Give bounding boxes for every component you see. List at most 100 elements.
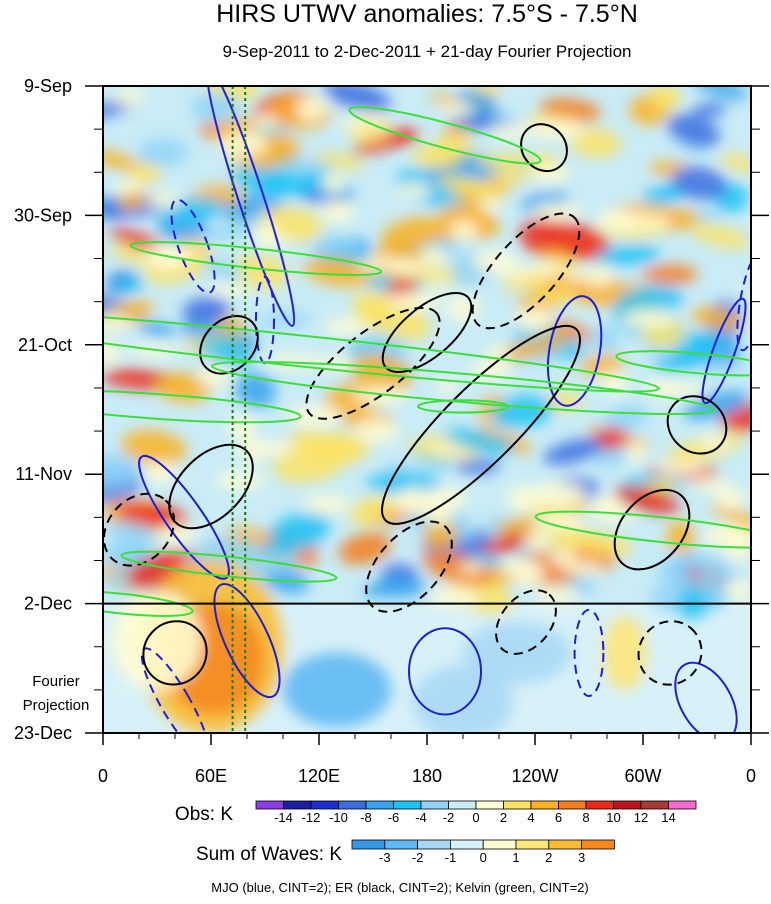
y-tick-label: 11-Nov (15, 464, 72, 484)
colorbar-swatch (393, 800, 422, 810)
shading-patch (569, 128, 622, 158)
shading-patch (563, 561, 605, 575)
shading-patch (436, 175, 507, 200)
shading-patch (421, 278, 456, 290)
shading-patch (490, 395, 554, 429)
wave-contour (210, 360, 716, 416)
x-tick-label: 120E (298, 766, 340, 786)
shading-patch (255, 313, 313, 327)
shading-patch (654, 351, 706, 373)
shading-patch (355, 419, 399, 443)
colorbar-swatch (448, 800, 477, 810)
wave-contour (103, 389, 302, 424)
shading-patch (696, 558, 735, 592)
shading-patch (150, 245, 187, 270)
shading-patch (714, 487, 747, 509)
wave-contour (736, 252, 751, 352)
wave-contour (666, 395, 728, 455)
shading-patch (113, 180, 144, 193)
shading-patch (692, 103, 727, 118)
y-tick-label: 30-Sep (14, 205, 72, 225)
shading-patch (156, 524, 196, 545)
shading-patch (380, 216, 445, 251)
colorbar-swatch (475, 800, 504, 810)
wave-contour (365, 520, 453, 613)
shading-patch (507, 485, 538, 512)
shading-patch (586, 266, 613, 287)
shading-patch (103, 99, 137, 121)
colorbar-swatch (585, 800, 614, 810)
shading-patch (237, 438, 267, 462)
colorbar-swatch (581, 839, 615, 850)
wave-contour (305, 306, 441, 420)
shading-patch (196, 333, 249, 350)
shading-patch (549, 550, 577, 566)
shading-patch (543, 438, 605, 465)
shading-patch (497, 334, 571, 361)
chart-subtitle: 9-Sep-2011 to 2-Dec-2011 + 21-day Fourie… (222, 42, 631, 61)
shading-patch (252, 234, 292, 246)
shading-patch (699, 359, 747, 373)
x-tick-label: 0 (98, 766, 108, 786)
colorbar-swatch (417, 839, 451, 850)
colorbar-tick-label: -1 (445, 850, 457, 865)
shading-patch (671, 166, 728, 201)
shading-patch (397, 183, 432, 197)
shading-patch (103, 453, 141, 490)
shading-patch (691, 478, 731, 490)
shading-patch (590, 326, 619, 353)
waves-colorbar-label: Sum of Waves: K (196, 844, 342, 865)
projection-label-line1: Fourier (32, 673, 80, 690)
colorbar-tick-label: 14 (661, 810, 675, 825)
shading-patch (644, 379, 682, 398)
wave-contour (701, 297, 747, 405)
shading-patch (304, 494, 351, 514)
wave-contour (170, 198, 216, 294)
shading-patch (531, 165, 570, 183)
shading-patch (103, 149, 145, 172)
wave-contour (138, 454, 230, 580)
shading-patch (522, 531, 554, 553)
waves-colorbar: -3 -2 -1 0 1 2 3 (351, 839, 615, 865)
colorbar-swatch (640, 800, 669, 810)
y-tick-label: 23-Dec (14, 723, 72, 743)
shading-patch (724, 581, 751, 601)
colorbar-swatch (558, 800, 587, 810)
shading-patch (422, 550, 492, 586)
shading-patch (287, 405, 342, 427)
wave-contour (103, 309, 661, 393)
shading-patch (338, 532, 392, 565)
shading-patch (514, 308, 555, 333)
shading-patch (215, 471, 267, 490)
legend-footer: MJO (blue, CINT=2); ER (black, CINT=2); … (211, 880, 588, 895)
shading-patch (120, 430, 187, 466)
wave-contour (120, 550, 338, 583)
shading-patch (426, 501, 452, 526)
shading-patch (262, 172, 314, 198)
shading-patch (562, 271, 593, 283)
shading-patch (696, 435, 731, 449)
shading-patch (103, 341, 121, 364)
x-axis: 0 60E 120E 180 120W 60W 0 (98, 733, 756, 786)
colorbar-tick-label: -2 (443, 810, 455, 825)
colorbar-tick-label: -12 (302, 810, 321, 825)
x-tick-label: 60E (195, 766, 227, 786)
shading-patch (437, 379, 458, 395)
shading-patch (621, 308, 677, 329)
colorbar-tick-label: 0 (472, 810, 479, 825)
shading-patch (209, 283, 252, 295)
colorbar-swatch (420, 800, 449, 810)
shading-patch (457, 115, 498, 129)
colorbar-tick-label: 2 (545, 850, 552, 865)
shading-patch (535, 513, 585, 531)
colorbar-tick-label: 8 (582, 810, 589, 825)
colorbar-swatch (613, 800, 642, 810)
colorbar-tick-label: 4 (527, 810, 534, 825)
projection-label-line2: Projection (23, 697, 90, 714)
obs-colorbar: -14 -12 -10 -8 -6 -4 -2 0 2 4 6 8 10 12 14 (255, 800, 697, 825)
y-axis: 9-Sep 30-Sep 21-Oct 11-Nov 2-Dec 23-Dec (14, 76, 769, 743)
x-tick-label: 60W (624, 766, 661, 786)
shading-patch (339, 118, 383, 129)
colorbar-swatch (384, 839, 418, 850)
shading-patch (536, 262, 561, 277)
